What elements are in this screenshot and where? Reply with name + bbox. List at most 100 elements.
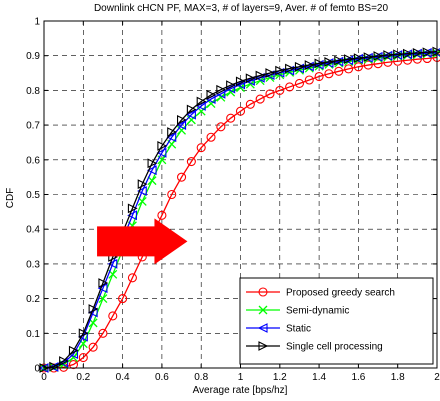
data-point (235, 106, 246, 116)
chart-title: Downlink cHCN PF, MAX=3, # of layers=9, … (94, 3, 389, 14)
data-point (265, 89, 275, 99)
data-point (402, 48, 413, 59)
y-axis-label: CDF (5, 188, 16, 209)
data-point (294, 61, 305, 72)
data-point (373, 51, 384, 61)
data-point (235, 79, 246, 90)
series-line (44, 56, 438, 369)
data-point (372, 51, 383, 62)
series-3 (39, 46, 440, 373)
data-point (324, 69, 334, 79)
data-point (49, 361, 60, 372)
arrow-shape (97, 218, 188, 265)
x-axis-label: Average rate [bps/hz] (193, 385, 288, 396)
data-point (353, 53, 364, 64)
data-point (216, 84, 227, 95)
data-point (167, 189, 177, 200)
data-point (226, 113, 236, 123)
x-tick-label: 2 (434, 372, 440, 383)
data-point (304, 60, 315, 70)
data-point (177, 172, 187, 182)
data-point (196, 96, 207, 107)
data-point (245, 73, 256, 84)
legend-label: Static (286, 324, 311, 335)
data-point (156, 147, 167, 158)
plot-frame (43, 20, 438, 369)
data-point (157, 210, 167, 220)
data-point (334, 55, 344, 66)
data-point (265, 68, 276, 78)
x-tick-label: 0 (41, 372, 47, 383)
data-point (97, 283, 108, 294)
data-point (226, 80, 236, 91)
data-point (157, 141, 168, 151)
data-point (421, 48, 432, 58)
data-point (353, 62, 363, 72)
data-point (196, 143, 206, 153)
data-point (147, 176, 157, 186)
y-tick-label: 0.5 (26, 190, 40, 201)
data-point (167, 127, 177, 137)
data-point (285, 63, 295, 74)
data-point (68, 345, 79, 356)
y-tick-label: 0.8 (26, 86, 40, 97)
x-tick-label: 1.2 (273, 372, 287, 383)
legend-entry: Semi-dynamic (246, 306, 349, 317)
data-point (323, 58, 334, 68)
y-tick-label: 0 (34, 364, 40, 375)
y-tick-label: 0.7 (26, 121, 40, 132)
data-point (235, 76, 246, 87)
data-point (186, 109, 196, 120)
legend-swatch-marker (258, 341, 269, 351)
legend: Proposed greedy search Semi-dynamic Static… (239, 277, 434, 365)
y-tick-label: 0.3 (26, 259, 40, 270)
legend-entry: Proposed greedy search (246, 287, 395, 299)
x-tick-label: 0.8 (194, 372, 208, 383)
data-point (255, 70, 266, 81)
legend-label: Semi-dynamic (286, 306, 349, 317)
data-point (383, 50, 394, 60)
y-tick-label: 0.4 (26, 225, 40, 236)
data-point (333, 56, 344, 67)
data-point (393, 49, 403, 60)
data-point (98, 278, 109, 288)
data-point (98, 328, 108, 338)
data-point (402, 49, 413, 60)
data-point (353, 53, 363, 64)
data-point (78, 353, 88, 363)
data-point (206, 90, 217, 100)
legend-entry: Static (246, 323, 311, 335)
x-tick-label: 1.4 (312, 372, 326, 383)
data-point (412, 48, 423, 58)
y-tick-label: 1 (34, 17, 40, 28)
y-tick-label: 0.1 (26, 329, 40, 340)
data-point (363, 52, 374, 62)
axis-ticks: 0 0.2 0.4 0.6 0.8 1 1.2 1.4 1.6 1.8 2 0 0.1 0.2 0.3 0.4… (26, 17, 440, 384)
x-tick-label: 0.4 (116, 372, 130, 383)
data-point (137, 186, 147, 196)
x-tick-label: 1.8 (391, 372, 405, 383)
legend-entry: Single cell processing (246, 341, 383, 353)
data-point (177, 115, 187, 125)
data-point (78, 328, 89, 339)
data-point (245, 76, 255, 86)
data-point (206, 132, 216, 142)
y-tick-label: 0.2 (26, 294, 40, 305)
data-point (343, 55, 354, 66)
x-tick-label: 1 (238, 372, 244, 383)
data-point (147, 158, 158, 169)
x-tick-label: 1.6 (351, 372, 365, 383)
data-point (344, 54, 354, 65)
data-point (127, 273, 137, 283)
legend-swatch-marker (258, 287, 268, 297)
data-point (294, 78, 305, 89)
data-point (245, 99, 255, 109)
data-point (382, 50, 393, 61)
data-point (412, 48, 422, 59)
series-group (38, 46, 440, 373)
data-point (59, 356, 69, 366)
data-point (324, 57, 335, 67)
data-point (127, 210, 137, 221)
data-point (304, 75, 314, 85)
legend-swatch-marker (258, 305, 268, 315)
